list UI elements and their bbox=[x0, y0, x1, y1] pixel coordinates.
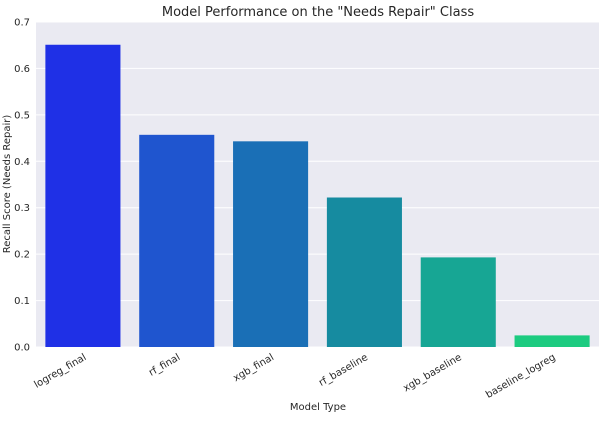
bar-baseline-logreg bbox=[514, 335, 590, 347]
y-axis-ticks: 0.0 0.1 0.2 0.3 0.4 0.5 0.6 0.7 bbox=[14, 18, 30, 354]
chart-title: Model Performance on the "Needs Repair" … bbox=[162, 5, 474, 20]
bar-rf-final bbox=[139, 134, 215, 347]
bar-xgb-final bbox=[233, 141, 309, 347]
y-axis-label: Recall Score (Needs Repair) bbox=[2, 115, 13, 254]
bar-xgb-baseline bbox=[420, 257, 496, 347]
x-tick-label: xgb_final bbox=[231, 352, 276, 384]
y-tick-label: 0.1 bbox=[14, 296, 30, 307]
bar-rf-baseline bbox=[326, 197, 402, 347]
bars bbox=[45, 44, 590, 347]
grid-lines bbox=[36, 21, 599, 348]
y-tick-label: 0.3 bbox=[14, 203, 30, 214]
y-tick-label: 0.4 bbox=[14, 157, 30, 168]
y-tick-label: 0.6 bbox=[14, 64, 30, 75]
y-tick-label: 0.5 bbox=[14, 110, 30, 121]
x-axis-label: Model Type bbox=[290, 402, 346, 413]
y-tick-label: 0.0 bbox=[14, 343, 30, 354]
x-tick-label: baseline_logreg bbox=[484, 352, 558, 401]
x-axis-ticks: logreg_final rf_final xgb_final rf_baseline… bbox=[33, 352, 558, 401]
y-tick-label: 0.2 bbox=[14, 250, 30, 261]
plot-area bbox=[36, 22, 599, 347]
x-tick-label: rf_final bbox=[147, 352, 182, 379]
bar-logreg-final bbox=[45, 44, 121, 347]
y-tick-label: 0.7 bbox=[14, 18, 30, 29]
x-tick-label: logreg_final bbox=[33, 352, 89, 391]
x-tick-label: xgb_baseline bbox=[402, 352, 464, 394]
x-tick-label: rf_baseline bbox=[317, 352, 370, 389]
